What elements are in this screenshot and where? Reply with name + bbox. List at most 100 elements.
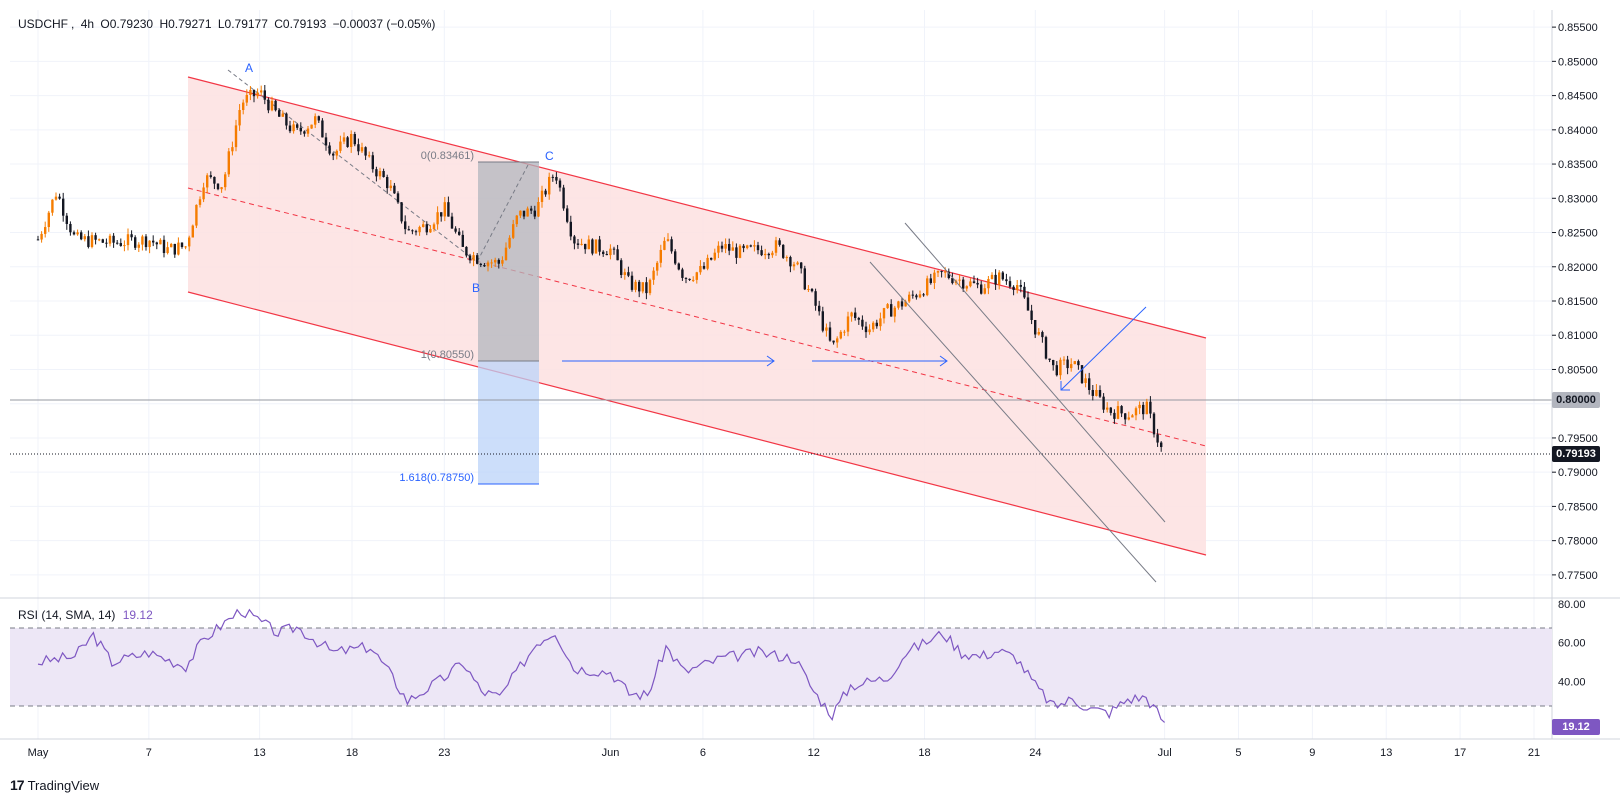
candle: [436, 206, 439, 230]
candle: [540, 185, 544, 208]
candle: [587, 235, 590, 250]
fib-label-0: 0(0.83461): [421, 150, 474, 162]
tradingview-branding[interactable]: 17 TradingView: [10, 777, 99, 793]
candle: [544, 188, 547, 197]
candle: [494, 257, 497, 267]
candle: [429, 225, 432, 233]
time-axis[interactable]: May 7 13 18 23 Jun 6 12 18 24 Jul 5 9 13 17 21: [28, 747, 1541, 759]
candle: [720, 241, 724, 253]
candle: [1080, 365, 1084, 385]
candle: [623, 268, 626, 280]
candle: [537, 197, 540, 218]
candle: [969, 278, 972, 288]
symbol-label[interactable]: USDCHF: [18, 17, 68, 31]
candle: [249, 86, 252, 101]
candle: [800, 262, 803, 274]
candle: [252, 89, 256, 103]
candles: [36, 84, 1163, 452]
candle: [1098, 385, 1102, 398]
price-tick-label: 0.78000: [1558, 536, 1598, 548]
candle: [785, 255, 788, 262]
candle: [875, 319, 878, 329]
candle: [1034, 319, 1037, 339]
candle: [173, 243, 176, 258]
rsi-title: RSI (14, SMA, 14): [18, 608, 116, 622]
candle: [404, 215, 407, 235]
candle: [972, 275, 976, 284]
candle: [933, 269, 936, 290]
candle: [245, 89, 248, 106]
time-tick-label: 12: [808, 747, 820, 759]
candle: [990, 272, 994, 280]
price-tick-label: 0.85000: [1558, 56, 1598, 68]
candle: [98, 238, 101, 242]
candle: [1120, 405, 1123, 418]
candle: [1023, 282, 1026, 299]
candle: [238, 104, 241, 131]
candle: [1106, 402, 1109, 413]
candle: [396, 191, 400, 204]
candle: [778, 238, 781, 247]
candle: [260, 85, 263, 96]
candle: [980, 280, 983, 295]
tradingview-name: TradingView: [27, 777, 100, 793]
candle: [839, 330, 842, 340]
candle: [126, 228, 130, 251]
candle: [101, 238, 104, 244]
candle: [76, 229, 79, 236]
candle: [1066, 355, 1069, 375]
candle: [422, 221, 425, 228]
candle: [1138, 401, 1141, 415]
candle: [929, 273, 932, 285]
candle: [724, 238, 727, 254]
candle: [958, 273, 961, 287]
candle: [1016, 279, 1019, 294]
candle: [692, 276, 695, 283]
candle: [976, 277, 979, 289]
candle: [926, 275, 929, 297]
rsi-axis[interactable]: 80.00 60.00 40.00: [1558, 599, 1586, 689]
candle: [771, 250, 774, 258]
candle: [191, 224, 194, 238]
candle: [814, 288, 817, 311]
price-tick-label: 0.80500: [1558, 364, 1598, 376]
candle: [476, 252, 479, 265]
arrow-right-1: [562, 355, 775, 367]
change-value: −0.00037 (−0.05%): [332, 17, 436, 31]
candle: [1160, 441, 1163, 452]
short-channel-upper: [904, 222, 1166, 523]
candle: [519, 210, 522, 219]
candle: [501, 256, 504, 267]
candle: [868, 324, 871, 335]
candle: [792, 261, 796, 271]
candle: [450, 212, 454, 229]
candle: [350, 130, 353, 153]
candle: [486, 260, 490, 272]
candle: [1142, 401, 1145, 420]
candle: [288, 120, 292, 134]
candle: [346, 136, 349, 148]
candle: [861, 315, 864, 330]
price-axis[interactable]: 0.85500 0.85000 0.84500 0.84000 0.83500 0.830…: [1552, 22, 1598, 582]
candle: [1073, 360, 1076, 365]
candle: [738, 244, 742, 259]
candle: [940, 270, 943, 278]
interval-label[interactable]: 4h: [80, 17, 95, 31]
candle: [1091, 385, 1094, 401]
candle: [807, 285, 810, 292]
candle: [879, 312, 882, 331]
candle: [983, 283, 986, 295]
candle: [854, 307, 857, 321]
candle: [1059, 357, 1062, 380]
candle: [188, 235, 191, 252]
rsi-legend[interactable]: RSI (14, SMA, 14) 19.12: [18, 608, 153, 622]
price-tick-label: 0.83000: [1558, 193, 1598, 205]
candle: [141, 234, 144, 251]
fib-label-1618: 1.618(0.78750): [399, 472, 474, 484]
candle: [1077, 359, 1080, 370]
candle: [1102, 393, 1105, 413]
fib-label-1: 1(0.80550): [421, 349, 474, 361]
time-tick-label: 7: [146, 747, 152, 759]
